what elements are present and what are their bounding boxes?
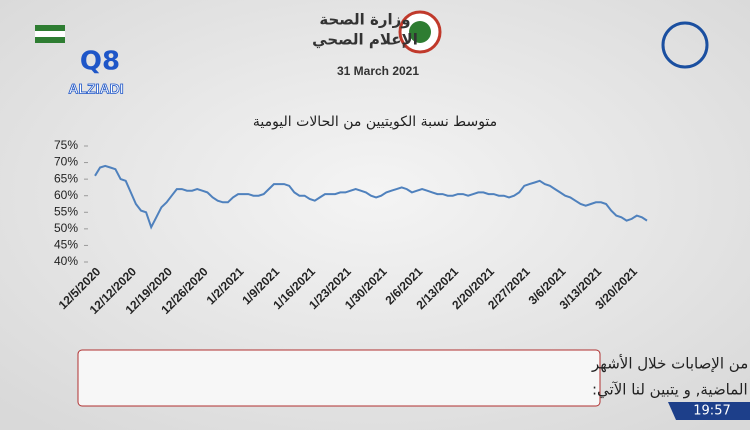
clock: 19:57 (693, 404, 730, 419)
caption-line: في الرسم البياني يوضح نسبة المواطنين من … (591, 354, 750, 374)
caption-box (77, 349, 601, 407)
y-tick-label: 70% (54, 155, 78, 169)
y-tick-label: 40% (54, 254, 78, 268)
flag-stripe (35, 31, 65, 37)
ministry-name: وزارة الصحة (319, 11, 410, 29)
caption-line: القليلة الماضية, و يتبين لنا الآتي: (592, 381, 750, 400)
date: 31 March 2021 (337, 64, 419, 78)
y-tick-label: 50% (54, 221, 78, 235)
tv-logo (661, 21, 709, 69)
department-name: الإعلام الصحي (312, 31, 418, 49)
y-tick-label: 45% (54, 238, 78, 252)
logo-mark: Q8 (80, 47, 120, 77)
y-tick-label: 65% (54, 171, 78, 185)
data-line (94, 164, 648, 230)
logo-text: ALZIADI (68, 81, 123, 97)
y-tick-label: 75% (54, 138, 78, 152)
clock-bar (668, 402, 750, 420)
y-tick-label: 60% (54, 188, 78, 202)
emblem-center (409, 21, 431, 43)
y-tick-label: 55% (54, 204, 78, 218)
chart-title: متوسط نسبة الكويتيين من الحالات اليومية (253, 114, 497, 130)
